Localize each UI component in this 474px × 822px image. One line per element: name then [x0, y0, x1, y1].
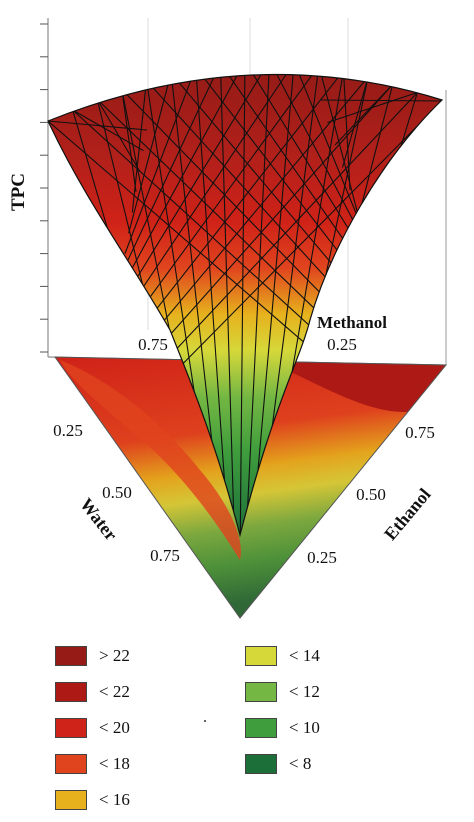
ethanol-tick-1: 0.50 [356, 485, 386, 504]
legend-item: < 12 [245, 682, 320, 702]
ethanol-tick-2: 0.75 [405, 423, 435, 442]
mesh-line [48, 120, 148, 131]
legend-swatch [55, 718, 87, 738]
ethanol-tick-0: 0.25 [307, 548, 337, 567]
mesh-line [318, 74, 359, 213]
legend-label: < 8 [289, 754, 312, 773]
legend-item: < 8 [245, 754, 311, 774]
legend-swatch [245, 718, 277, 738]
legend-swatch [55, 682, 87, 702]
legend-item: < 10 [245, 718, 320, 738]
methanol-tick-0: 0.75 [138, 335, 168, 354]
legend-swatch [245, 646, 277, 666]
methanol-axis-label: Methanol [317, 313, 387, 332]
mesh-line [96, 99, 141, 172]
legend-swatch [55, 790, 87, 810]
mesh-line [131, 80, 148, 213]
legend-swatch [245, 682, 277, 702]
mesh-line [244, 74, 271, 536]
water-tick-1: 0.50 [102, 483, 132, 502]
mesh-line [120, 74, 221, 275]
legend-item: < 20 [55, 718, 130, 738]
mesh-line [293, 74, 366, 236]
mesh-line [117, 74, 246, 296]
stray-dot [204, 720, 206, 722]
mesh-line [334, 83, 394, 146]
mesh-line [121, 89, 137, 192]
legend-label: < 10 [289, 718, 320, 737]
legend-label: < 12 [289, 682, 320, 701]
legend-item: < 18 [55, 754, 130, 774]
mesh-line [342, 74, 351, 191]
mesh-line [113, 74, 271, 316]
mesh-line [341, 76, 369, 168]
mesh-line [327, 91, 418, 124]
water-tick-2: 0.75 [150, 546, 180, 565]
water-tick-0: 0.25 [53, 421, 83, 440]
mesh-line [72, 109, 144, 152]
legend-swatch [55, 754, 87, 774]
legend-label: < 14 [289, 646, 320, 665]
legend-item: < 14 [245, 646, 320, 666]
legend-label: < 18 [99, 754, 130, 773]
legend-swatch [55, 646, 87, 666]
methanol-tick-1: 0.25 [327, 335, 357, 354]
legend-item: < 16 [55, 790, 130, 810]
mesh-line [239, 74, 246, 536]
mesh-line [219, 74, 236, 536]
z-axis-ticks [40, 23, 48, 353]
legend-label: < 20 [99, 718, 130, 737]
legend-item: > 22 [55, 646, 130, 666]
legend-item: < 22 [55, 682, 130, 702]
legend-label: < 22 [99, 682, 130, 701]
mesh-line [319, 99, 442, 102]
legend-label: > 22 [99, 646, 130, 665]
legend-label: < 16 [99, 790, 130, 809]
legend-swatch [245, 754, 277, 774]
z-axis-label: TPC [8, 173, 29, 211]
